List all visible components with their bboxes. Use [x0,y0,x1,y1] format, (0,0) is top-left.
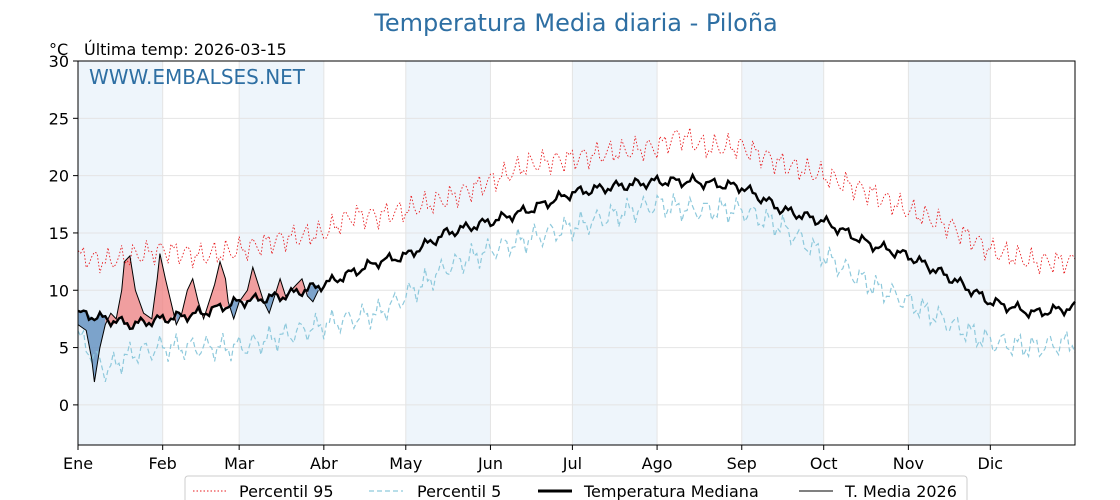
y-tick-label-5: 25 [49,109,69,128]
x-tick-label-2: Mar [224,454,255,473]
series-p5-line [77,193,1076,383]
x-axis: Ene Feb Mar Abr May Jun Jul Ago Sep Oct Nov Dic [63,445,1003,473]
x-tick-label-4: May [389,454,422,473]
month-band-10 [908,61,991,445]
legend: Percentil 95 Percentil 5 Temperatura Med… [184,475,968,500]
legend-median-label: Temperatura Mediana [583,482,759,500]
month-band-0 [78,61,163,445]
legend-current-label: T. Media 2026 [844,482,957,500]
unit-label: °C [49,40,68,59]
series-median-line [77,172,1076,331]
plot-frame [77,60,1076,446]
legend-box [184,475,968,500]
fill-above-median [105,253,308,329]
y-tick-label-1: 5 [59,339,69,358]
legend-p95-label: Percentil 95 [239,482,334,500]
x-tick-label-5: Jun [477,454,503,473]
y-tick-label-3: 15 [49,224,69,243]
y-axis: 0 5 10 15 20 25 30 [49,52,78,415]
month-band-6 [572,61,658,445]
x-tick-label-6: Jul [562,454,582,473]
month-band-2 [239,61,324,445]
watermark: WWW.EMBALSES.NET [89,65,306,89]
month-band-4 [405,61,491,445]
y-tick-label-6: 30 [49,52,69,71]
chart-title: Temperatura Media diaria - Piloña [373,9,778,37]
x-tick-label-0: Ene [63,454,93,473]
x-tick-label-1: Feb [149,454,177,473]
anomaly-fills [78,253,319,382]
series-lines [77,127,1076,383]
x-tick-label-10: Nov [893,454,924,473]
y-tick-label-2: 10 [49,281,69,300]
x-tick-label-3: Abr [310,454,338,473]
y-tick-label-4: 20 [49,167,69,186]
month-bands [78,61,991,445]
x-tick-label-11: Dic [978,454,1004,473]
legend-p5-label: Percentil 5 [417,482,501,500]
y-tick-label-0: 0 [59,396,69,415]
x-tick-label-8: Sep [727,454,757,473]
series-current-line [77,253,319,383]
x-tick-label-9: Oct [810,454,838,473]
x-tick-label-7: Ago [642,454,673,473]
last-temp-label: Última temp: 2026-03-15 [84,40,287,59]
